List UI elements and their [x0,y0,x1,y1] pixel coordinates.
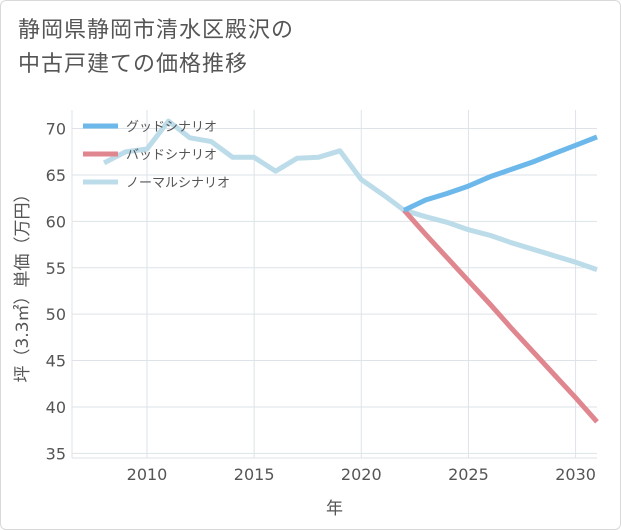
x-tick-label: 2025 [448,465,489,484]
y-tick-label: 65 [46,166,66,185]
x-tick-label: 2020 [341,465,382,484]
y-tick-label: 60 [46,212,66,231]
y-tick-label: 45 [46,352,66,371]
y-tick-label: 55 [46,259,66,278]
x-tick-label: 2015 [234,465,275,484]
y-tick-labels: 35 40 45 50 55 60 65 70 [46,120,66,464]
y-tick-label: 35 [46,444,66,463]
series-line-3 [102,118,598,272]
chart-title-line2: 中古戸建ての価格推移 [18,52,249,77]
legend-label: バッドシナリオ [126,148,217,163]
x-tick-label: 2030 [555,465,596,484]
x-tick-label: 2010 [127,465,168,484]
legend-label: グッドシナリオ [126,120,217,135]
series-line-1 [403,134,598,213]
x-tick-labels: 2010 2015 2020 2025 2030 [127,465,596,484]
series-lines [102,118,599,424]
y-tick-label: 40 [46,398,66,417]
y-tick-label: 50 [46,305,66,324]
chart-title-line1: 静岡県静岡市清水区殿沢の [18,18,295,43]
chart-title: 静岡県静岡市清水区殿沢の 中古戸建ての価格推移 [18,14,294,82]
legend-label: ノーマルシナリオ [126,176,230,191]
series-line-2 [402,208,599,424]
y-tick-label: 70 [46,120,66,139]
y-axis-title: 坪（3.3㎡）単価（万円） [13,185,33,382]
x-axis-title: 年 [326,499,343,519]
